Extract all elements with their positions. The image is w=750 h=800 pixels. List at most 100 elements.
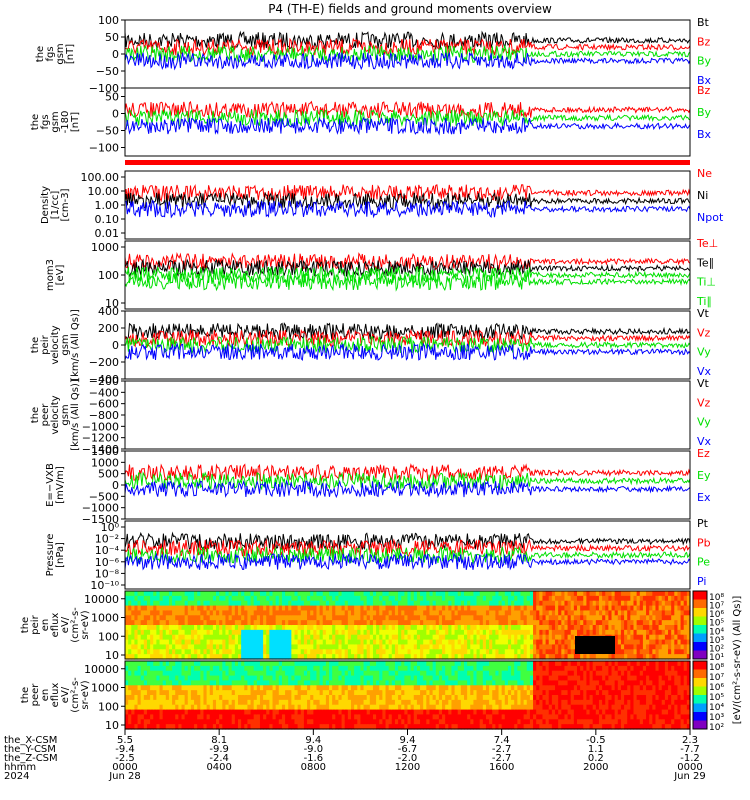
heatmap-cell: [514, 690, 518, 696]
heatmap-cell: [250, 724, 255, 730]
heatmap-cell: [131, 615, 136, 621]
heatmap-cell: [652, 654, 657, 660]
heatmap-cell: [661, 605, 666, 612]
heatmap-cell: [332, 680, 336, 686]
heatmap-cell: [627, 695, 631, 701]
heatmap-cell: [281, 591, 286, 597]
heatmap-cell: [448, 690, 453, 696]
heatmap-cell: [646, 629, 650, 636]
heatmap-cell: [394, 724, 399, 730]
heatmap-cell: [300, 665, 305, 672]
heatmap-cell: [310, 610, 314, 616]
heatmap-cell: [394, 610, 399, 616]
heatmap-cell: [586, 665, 591, 672]
heatmap-cell: [646, 610, 650, 616]
heatmap-cell: [460, 661, 465, 667]
heatmap-cell: [407, 690, 412, 696]
heatmap-cell: [244, 591, 249, 597]
heatmap-cell: [567, 675, 572, 682]
heatmap-cell: [655, 605, 660, 612]
heatmap-cell: [234, 615, 239, 621]
heatmap-cell: [219, 644, 223, 650]
heatmap-cell: [423, 654, 427, 660]
heatmap-cell: [489, 685, 493, 691]
heatmap-cell: [272, 690, 277, 696]
heatmap-cell: [558, 690, 562, 696]
heatmap-cell: [517, 644, 522, 650]
heatmap-cell: [338, 620, 343, 626]
heatmap-cell: [250, 685, 255, 691]
heatmap-cell: [241, 690, 245, 696]
heatmap-cell: [351, 670, 355, 677]
heatmap-cell: [504, 680, 509, 686]
heatmap-cell: [156, 685, 161, 691]
heatmap-cell: [454, 639, 459, 646]
heatmap-cell: [457, 644, 462, 650]
heatmap-cell: [187, 625, 192, 631]
heatmap-cell: [194, 600, 198, 607]
heatmap-cell: [297, 680, 302, 686]
heatmap-cell: [143, 591, 148, 597]
heatmap-cell: [448, 685, 453, 691]
heatmap-cell: [457, 714, 462, 720]
heatmap-cell: [178, 605, 183, 612]
heatmap-cell: [595, 704, 600, 711]
heatmap-cell: [212, 634, 217, 641]
heatmap-cell: [231, 644, 236, 650]
heatmap-cell: [234, 600, 239, 607]
heatmap-cell: [526, 724, 531, 730]
heatmap-cell: [307, 595, 311, 602]
heatmap-cell: [567, 690, 572, 696]
heatmap-cell: [159, 714, 164, 720]
ylabel-line: gsm: [60, 334, 71, 355]
heatmap-cell: [222, 699, 227, 706]
heatmap-cell: [206, 605, 211, 612]
heatmap-cell: [200, 615, 205, 621]
heatmap-cell: [404, 595, 409, 602]
heatmap-cell: [592, 625, 597, 631]
heatmap-cell: [592, 629, 597, 636]
heatmap-cell: [520, 644, 525, 650]
heatmap-cell: [595, 591, 600, 597]
heatmap-cell: [146, 704, 151, 711]
heatmap-cell: [432, 615, 437, 621]
heatmap-cell: [526, 665, 531, 672]
heatmap-cell: [219, 661, 223, 667]
heatmap-cell: [300, 620, 305, 626]
heatmap-cell: [200, 714, 205, 720]
heatmap-cell: [272, 699, 277, 706]
heatmap-cell: [671, 600, 675, 607]
heatmap-cell: [633, 620, 638, 626]
heatmap-cell: [391, 654, 396, 660]
heatmap-cell: [253, 610, 258, 616]
heatmap-cell: [633, 654, 638, 660]
heatmap-cell: [360, 591, 365, 597]
heatmap-cell: [573, 709, 578, 716]
heatmap-cell: [401, 670, 405, 677]
heatmap-cell: [511, 675, 515, 682]
heatmap-cell: [131, 600, 136, 607]
heatmap-cell: [460, 610, 465, 616]
ytick-label: −50: [96, 125, 119, 138]
heatmap-cell: [187, 644, 192, 650]
heatmap-cell: [501, 610, 506, 616]
heatmap-cell: [228, 699, 233, 706]
heatmap-cell: [357, 595, 362, 602]
heatmap-cell: [583, 680, 588, 686]
heatmap-cell: [533, 680, 537, 686]
ytick-label: −400: [89, 386, 119, 399]
heatmap-cell: [668, 591, 672, 597]
heatmap-cell: [385, 695, 390, 701]
heatmap-cell: [586, 709, 591, 716]
heatmap-cell: [376, 714, 380, 720]
heatmap-cell: [514, 680, 518, 686]
heatmap-cell: [382, 654, 387, 660]
heatmap-cell: [140, 620, 145, 626]
heatmap-cell: [548, 709, 553, 716]
heatmap-cell: [238, 675, 242, 682]
heatmap-cell: [485, 591, 490, 597]
heatmap-cell: [539, 699, 544, 706]
heatmap-cell: [391, 625, 396, 631]
heatmap-cell: [542, 620, 547, 626]
heatmap-cell: [404, 724, 409, 730]
